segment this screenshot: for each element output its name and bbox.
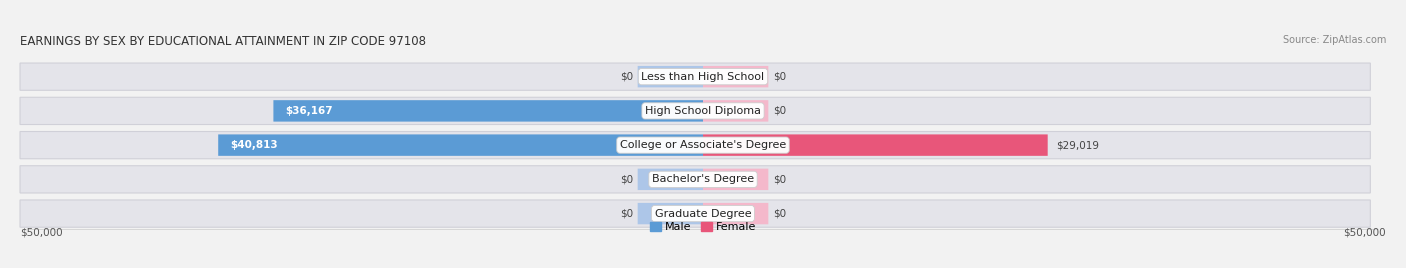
Text: $50,000: $50,000 xyxy=(20,228,63,237)
Text: $36,167: $36,167 xyxy=(285,106,333,116)
Text: $0: $0 xyxy=(773,174,786,184)
FancyBboxPatch shape xyxy=(20,166,1371,193)
Text: Graduate Degree: Graduate Degree xyxy=(655,209,751,219)
FancyBboxPatch shape xyxy=(703,135,1047,156)
Text: $0: $0 xyxy=(773,106,786,116)
Text: $0: $0 xyxy=(620,209,633,219)
Text: $29,019: $29,019 xyxy=(1056,140,1099,150)
Text: $50,000: $50,000 xyxy=(1343,228,1386,237)
FancyBboxPatch shape xyxy=(20,200,1371,227)
Text: High School Diploma: High School Diploma xyxy=(645,106,761,116)
FancyBboxPatch shape xyxy=(20,97,1371,125)
FancyBboxPatch shape xyxy=(638,169,703,190)
Text: Bachelor's Degree: Bachelor's Degree xyxy=(652,174,754,184)
Text: $0: $0 xyxy=(773,209,786,219)
Text: Less than High School: Less than High School xyxy=(641,72,765,82)
FancyBboxPatch shape xyxy=(703,66,768,87)
Text: $0: $0 xyxy=(620,72,633,82)
FancyBboxPatch shape xyxy=(703,169,768,190)
Text: $0: $0 xyxy=(773,72,786,82)
FancyBboxPatch shape xyxy=(273,100,703,122)
Text: Source: ZipAtlas.com: Source: ZipAtlas.com xyxy=(1282,35,1386,45)
FancyBboxPatch shape xyxy=(20,63,1371,90)
FancyBboxPatch shape xyxy=(703,100,768,122)
Text: $40,813: $40,813 xyxy=(231,140,278,150)
Text: EARNINGS BY SEX BY EDUCATIONAL ATTAINMENT IN ZIP CODE 97108: EARNINGS BY SEX BY EDUCATIONAL ATTAINMEN… xyxy=(20,35,426,48)
FancyBboxPatch shape xyxy=(218,135,703,156)
Text: $0: $0 xyxy=(620,174,633,184)
FancyBboxPatch shape xyxy=(20,132,1371,159)
FancyBboxPatch shape xyxy=(703,203,768,224)
FancyBboxPatch shape xyxy=(638,203,703,224)
FancyBboxPatch shape xyxy=(638,66,703,87)
Legend: Male, Female: Male, Female xyxy=(650,222,756,232)
Text: College or Associate's Degree: College or Associate's Degree xyxy=(620,140,786,150)
